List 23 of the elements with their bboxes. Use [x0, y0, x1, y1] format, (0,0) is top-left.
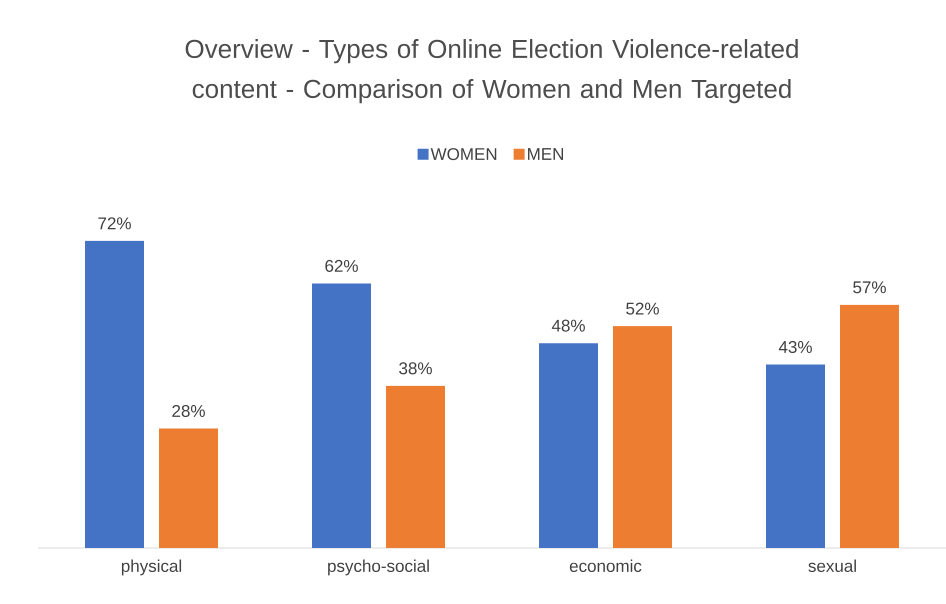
bar: [386, 386, 445, 548]
data-label: 62%: [325, 260, 358, 272]
data-label: 38%: [399, 362, 432, 374]
bar: [613, 326, 672, 548]
data-label: 52%: [626, 302, 659, 315]
legend-label: WOMEN: [430, 148, 496, 160]
x-tick-label: physical: [122, 560, 182, 576]
data-label: 57%: [853, 281, 886, 294]
bar: [312, 284, 372, 548]
data-label: 43%: [778, 340, 812, 354]
x-tick-label: economic: [570, 560, 642, 572]
bar: [840, 304, 899, 548]
bar: [766, 364, 825, 548]
data-label: 48%: [552, 320, 585, 332]
legend-label: MEN: [528, 148, 564, 160]
bar: [159, 428, 218, 548]
chart-title: Overview - Types of Online Election Violence-related content - Comparison of Women and Men Targeted: [186, 39, 798, 104]
x-tick-label: sexual: [808, 560, 856, 572]
bar: [85, 240, 144, 548]
bar: [539, 343, 598, 548]
data-label: 72%: [98, 217, 131, 230]
data-label: 28%: [172, 404, 205, 418]
x-tick-label: psycho-social: [328, 560, 429, 576]
